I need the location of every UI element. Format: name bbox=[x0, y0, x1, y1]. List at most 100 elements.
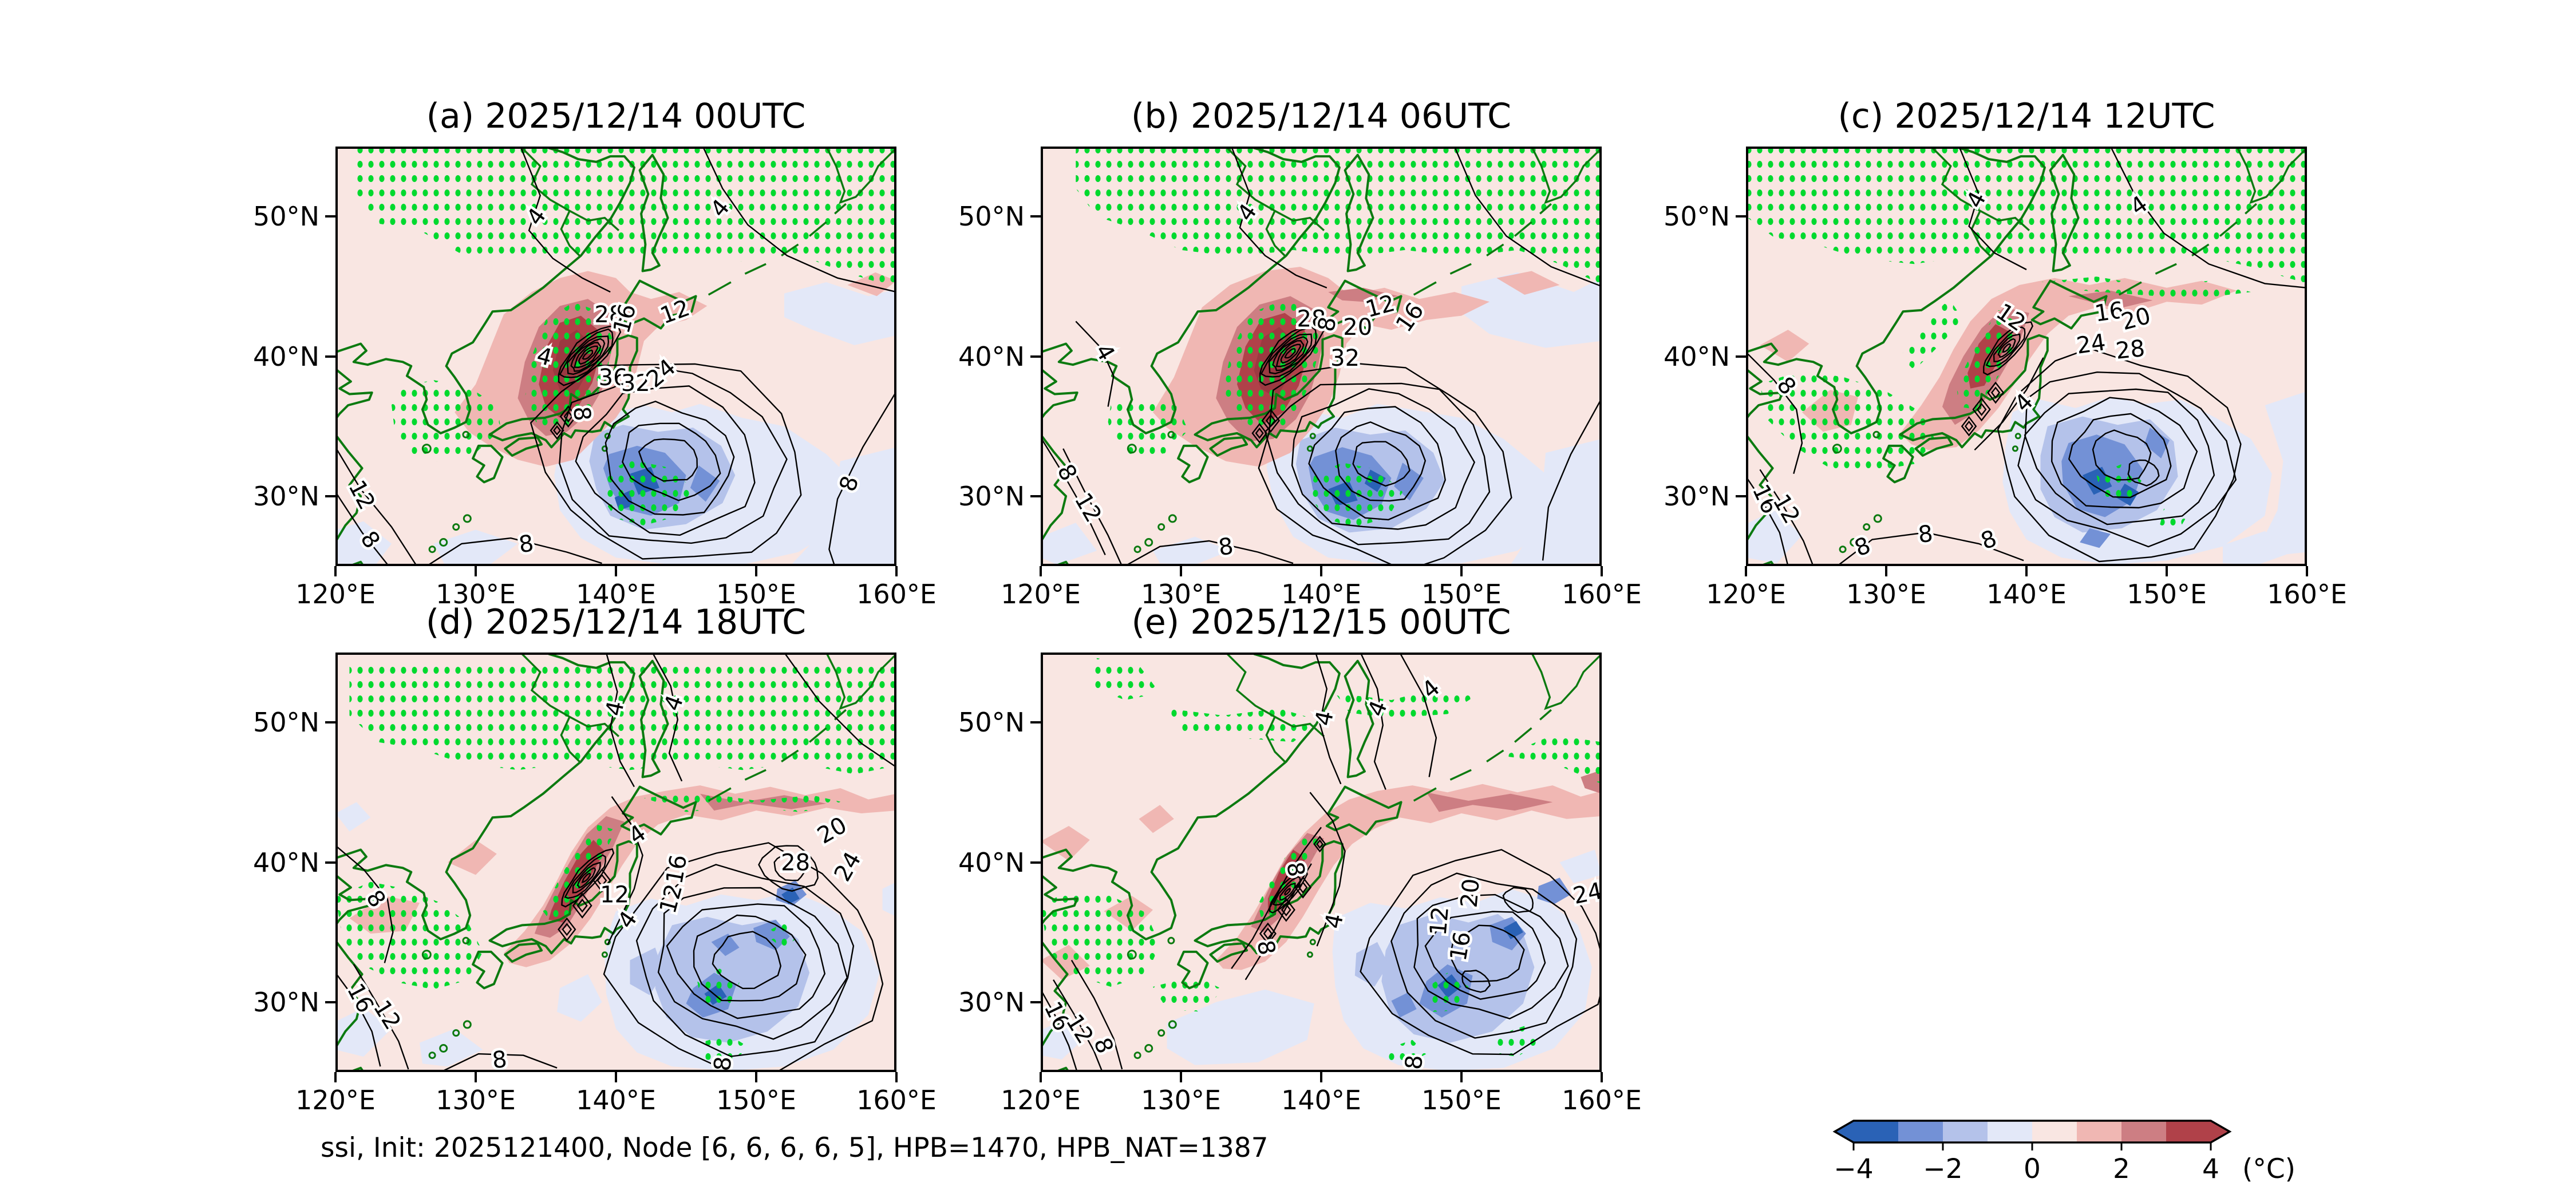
y-tick-mark bbox=[325, 861, 335, 864]
y-tick-mark bbox=[1030, 861, 1041, 864]
y-tick-mark bbox=[325, 1001, 335, 1003]
y-tick-mark bbox=[1030, 355, 1041, 358]
contour-label: 16 bbox=[661, 853, 692, 886]
x-tick-label: 120°E bbox=[1001, 579, 1081, 610]
y-tick-label: 50°N bbox=[253, 707, 319, 738]
contour-label: 8 bbox=[1401, 1054, 1428, 1070]
contour-label: 12 bbox=[600, 882, 629, 908]
panel-title-e: (e) 2025/12/15 00UTC bbox=[1131, 602, 1511, 642]
x-tick-label: 150°E bbox=[1421, 579, 1502, 610]
x-tick-mark bbox=[1180, 566, 1182, 576]
x-tick-mark bbox=[615, 1072, 617, 1082]
colorbar-tick-label: 2 bbox=[2113, 1153, 2130, 1185]
colorbar-tick-label: 4 bbox=[2202, 1153, 2219, 1185]
y-tick-label: 40°N bbox=[958, 847, 1025, 878]
x-tick-mark bbox=[1460, 1072, 1463, 1082]
contour-label: 28 bbox=[781, 850, 810, 876]
x-tick-mark bbox=[755, 1072, 757, 1082]
y-tick-mark bbox=[325, 495, 335, 497]
y-tick-label: 30°N bbox=[253, 986, 319, 1018]
x-tick-label: 120°E bbox=[295, 1085, 376, 1116]
x-tick-mark bbox=[1601, 566, 1603, 576]
y-tick-mark bbox=[325, 215, 335, 218]
x-tick-label: 120°E bbox=[1001, 1085, 1081, 1116]
y-tick-mark bbox=[1030, 495, 1041, 497]
contour-label: 8 bbox=[491, 1046, 508, 1072]
x-tick-mark bbox=[1745, 566, 1747, 576]
contour-label: 28 bbox=[2115, 335, 2146, 365]
x-tick-label: 140°E bbox=[1281, 579, 1361, 610]
y-tick-mark bbox=[1736, 355, 1746, 358]
x-tick-label: 120°E bbox=[1706, 579, 1786, 610]
map-panel-b: 4 28 8 20 12 16 32 4 8 12 8 bbox=[1041, 147, 1602, 566]
x-tick-mark bbox=[475, 1072, 477, 1082]
contour-label: 36 bbox=[599, 365, 628, 391]
x-tick-mark bbox=[1320, 1072, 1322, 1082]
panel-title-d: (d) 2025/12/14 18UTC bbox=[425, 602, 807, 642]
x-tick-label: 140°E bbox=[576, 1085, 656, 1116]
x-tick-mark bbox=[755, 566, 757, 576]
x-tick-label: 150°E bbox=[716, 579, 796, 610]
y-tick-label: 30°N bbox=[958, 986, 1025, 1018]
x-tick-mark bbox=[2166, 566, 2168, 576]
y-tick-mark bbox=[1030, 215, 1041, 218]
map-panel-a: 4 4 28 16 12 4 36 32 24 8 8 12 8 8 bbox=[335, 147, 896, 566]
y-tick-label: 40°N bbox=[253, 847, 319, 878]
x-tick-label: 150°E bbox=[2127, 579, 2207, 610]
y-tick-label: 40°N bbox=[958, 341, 1025, 372]
y-tick-label: 50°N bbox=[1664, 201, 1730, 232]
panel-title-c: (c) 2025/12/14 12UTC bbox=[1838, 96, 2215, 136]
panel-title-b: (b) 2025/12/14 06UTC bbox=[1131, 96, 1512, 136]
x-tick-mark bbox=[615, 566, 617, 576]
x-tick-label: 130°E bbox=[436, 579, 516, 610]
contour-label: 20 bbox=[1343, 314, 1372, 341]
x-tick-label: 130°E bbox=[1141, 1085, 1221, 1116]
x-tick-label: 160°E bbox=[2267, 579, 2347, 610]
colorbar-tick-label: −4 bbox=[1834, 1153, 1873, 1185]
x-tick-label: 140°E bbox=[576, 579, 656, 610]
colorbar-tick-label: −2 bbox=[1923, 1153, 1962, 1185]
x-tick-mark bbox=[895, 566, 898, 576]
x-tick-label: 150°E bbox=[1421, 1085, 1502, 1116]
y-tick-label: 40°N bbox=[253, 341, 319, 372]
x-tick-mark bbox=[1885, 566, 1887, 576]
x-tick-mark bbox=[1180, 1072, 1182, 1082]
x-tick-label: 130°E bbox=[1141, 579, 1221, 610]
panel-title-a: (a) 2025/12/14 00UTC bbox=[426, 96, 806, 136]
colorbar: −4 −2 0 2 4 (°C) bbox=[1803, 1110, 2376, 1202]
y-tick-label: 30°N bbox=[253, 480, 319, 512]
y-tick-mark bbox=[1030, 721, 1041, 724]
contour-label: 32 bbox=[1330, 345, 1360, 371]
x-tick-label: 150°E bbox=[716, 1085, 796, 1116]
x-tick-label: 140°E bbox=[1986, 579, 2067, 610]
contour-label: 16 bbox=[1445, 930, 1476, 963]
x-tick-label: 130°E bbox=[436, 1085, 516, 1116]
y-tick-mark bbox=[1030, 1001, 1041, 1003]
figure-caption: ssi, Init: 2025121400, Node [6, 6, 6, 6,… bbox=[321, 1132, 1269, 1164]
y-tick-label: 50°N bbox=[958, 201, 1025, 232]
x-tick-mark bbox=[334, 1072, 337, 1082]
y-tick-label: 40°N bbox=[1664, 341, 1730, 372]
x-tick-mark bbox=[475, 566, 477, 576]
y-tick-label: 30°N bbox=[1664, 480, 1730, 512]
contour-label: 32 bbox=[621, 370, 650, 397]
x-tick-label: 120°E bbox=[295, 579, 376, 610]
map-panel-c: 4 4 12 16 20 24 28 4 8 16 12 8 8 8 bbox=[1746, 147, 2307, 566]
x-tick-mark bbox=[1601, 1072, 1603, 1082]
x-tick-mark bbox=[2306, 566, 2308, 576]
y-tick-label: 30°N bbox=[958, 480, 1025, 512]
contour-label: 8 bbox=[568, 405, 595, 422]
x-tick-mark bbox=[1320, 566, 1322, 576]
x-tick-mark bbox=[1460, 566, 1463, 576]
contour-label: 8 bbox=[709, 1055, 737, 1072]
x-tick-mark bbox=[895, 1072, 898, 1082]
x-tick-label: 160°E bbox=[856, 1085, 937, 1116]
x-tick-label: 130°E bbox=[1846, 579, 1926, 610]
y-tick-mark bbox=[1736, 495, 1746, 497]
x-tick-label: 140°E bbox=[1281, 1085, 1361, 1116]
contour-label: 12 bbox=[1425, 906, 1454, 937]
x-tick-label: 160°E bbox=[856, 579, 937, 610]
x-tick-label: 160°E bbox=[1562, 579, 1642, 610]
contour-label: 28 bbox=[1297, 306, 1326, 333]
x-tick-mark bbox=[2025, 566, 2028, 576]
